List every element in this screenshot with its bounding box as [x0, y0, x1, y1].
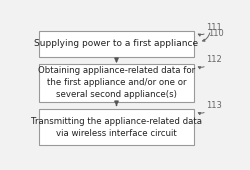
- Text: Supplying power to a first appliance: Supplying power to a first appliance: [34, 39, 198, 48]
- Text: 113: 113: [206, 101, 222, 110]
- Text: 110: 110: [208, 29, 224, 38]
- FancyBboxPatch shape: [39, 64, 194, 101]
- Text: 111: 111: [206, 23, 222, 31]
- Text: Obtaining appliance-related data for
the first appliance and/or one or
several s: Obtaining appliance-related data for the…: [38, 66, 195, 99]
- Text: Transmitting the appliance-related data
via wireless interface circuit: Transmitting the appliance-related data …: [31, 116, 202, 138]
- Text: 112: 112: [206, 55, 222, 64]
- FancyBboxPatch shape: [39, 31, 194, 57]
- FancyBboxPatch shape: [39, 109, 194, 145]
